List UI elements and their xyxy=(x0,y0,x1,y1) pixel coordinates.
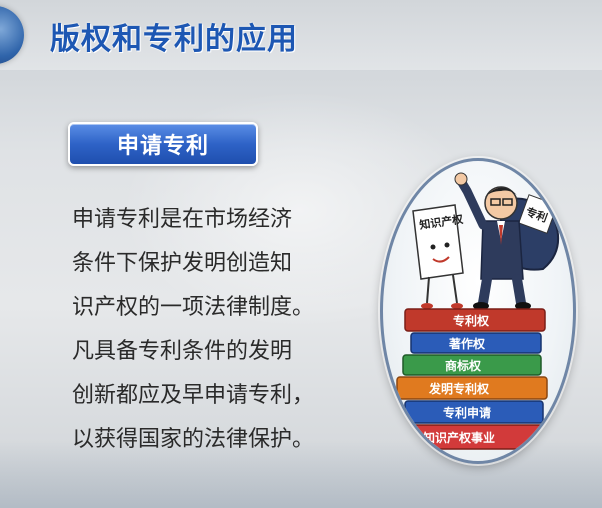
book-stack: 专利权 著作权 商标权 发明专利权 专利申请 知识产权事业 xyxy=(394,308,556,450)
book-label: 专利申请 xyxy=(443,405,491,420)
book-6 xyxy=(394,424,556,450)
body-text: 申请专利是在市场经济 条件下保护发明创造知 识产权的一项法律制度。 凡具备专利条… xyxy=(72,198,372,462)
book-label: 商标权 xyxy=(445,358,482,373)
book-2 xyxy=(410,332,542,354)
book-label: 专利权 xyxy=(453,313,490,328)
book-label: 发明专利权 xyxy=(428,381,490,396)
book-3 xyxy=(402,354,542,376)
body-line: 申请专利是在市场经济 xyxy=(72,207,293,232)
page-title: 版权和专利的应用 xyxy=(50,22,298,57)
body-line: 以获得国家的法律保护。 xyxy=(72,427,315,452)
book-label: 知识产权事业 xyxy=(422,430,495,445)
section-button-apply-patent[interactable]: 申请专利 xyxy=(68,122,258,166)
body-line: 条件下保护发明创造知 xyxy=(72,251,293,276)
book-label: 著作权 xyxy=(448,336,486,351)
body-line: 识产权的一项法律制度。 xyxy=(72,295,315,320)
book-5 xyxy=(404,400,544,424)
body-line: 创新都应及早申请专利， xyxy=(72,383,315,408)
header-band xyxy=(0,0,602,70)
book-1 xyxy=(404,308,546,332)
paper-label: 知识产权 xyxy=(417,212,465,232)
book-4 xyxy=(396,376,548,400)
illustration-frame: 专利 知识产权 xyxy=(380,158,576,464)
patent-cartoon-illustration: 专利 知识产权 xyxy=(394,172,559,450)
body-line: 凡具备专利条件的发明 xyxy=(72,339,293,364)
cartoon-paper-character: 知识产权 xyxy=(412,204,465,309)
cartoon-man xyxy=(454,172,531,310)
